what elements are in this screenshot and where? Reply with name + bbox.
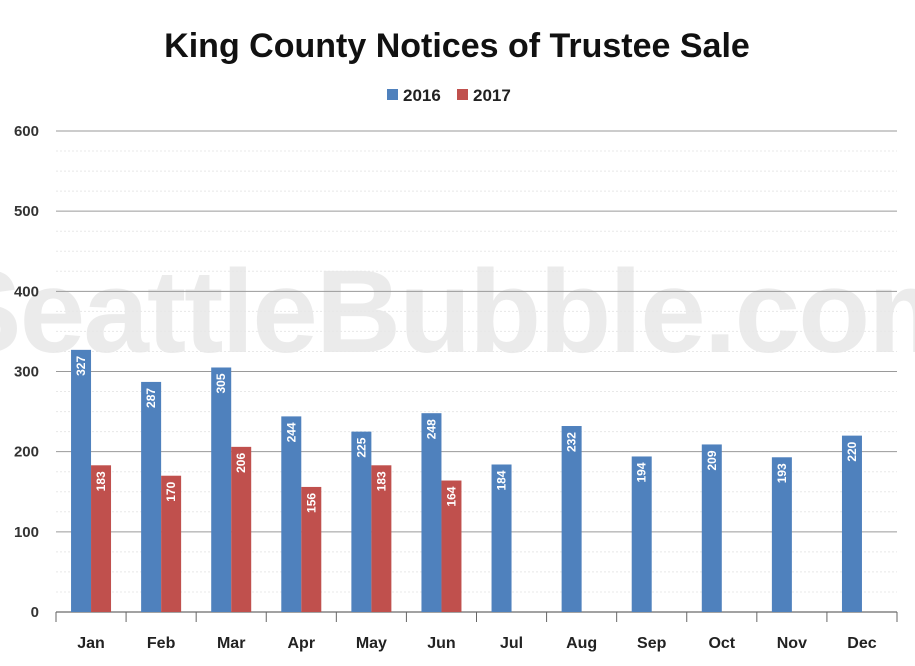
bar-2016-mar bbox=[211, 367, 232, 612]
bar-2016-jan bbox=[71, 349, 92, 612]
data-label-2016-may: 225 bbox=[354, 437, 368, 457]
data-label-2016-jun: 248 bbox=[424, 419, 438, 439]
x-tick-label: May bbox=[356, 635, 387, 652]
bar-2016-aug bbox=[561, 426, 582, 612]
legend: 2016 2017 bbox=[387, 86, 511, 105]
bar-2016-sep bbox=[631, 456, 652, 612]
bars bbox=[71, 349, 862, 612]
legend-swatch-2017 bbox=[457, 89, 468, 100]
data-label-2016-dec: 220 bbox=[845, 441, 859, 461]
x-tick-label: Sep bbox=[637, 635, 667, 652]
data-label-2016-sep: 194 bbox=[635, 462, 649, 482]
data-label-2017-apr: 156 bbox=[304, 493, 318, 513]
bar-2017-jan bbox=[91, 465, 112, 612]
data-label-2016-jul: 184 bbox=[495, 470, 509, 490]
bar-2017-mar bbox=[231, 446, 252, 612]
bar-2017-may bbox=[371, 465, 392, 612]
bar-2016-dec bbox=[841, 435, 862, 612]
data-label-2017-may: 183 bbox=[374, 471, 388, 491]
x-axis: Jan Feb Mar Apr May Jun Jul Aug Sep Oct Nov Dec bbox=[55, 612, 898, 652]
bar-2017-feb bbox=[161, 475, 182, 612]
y-tick-label: 600 bbox=[14, 123, 39, 140]
data-label-2016-nov: 193 bbox=[775, 463, 789, 483]
x-tick-label: Oct bbox=[708, 635, 735, 652]
data-label-2017-jan: 183 bbox=[94, 471, 108, 491]
legend-swatch-2016 bbox=[387, 89, 398, 100]
data-label-2016-mar: 305 bbox=[214, 373, 228, 393]
x-tick-label: Apr bbox=[288, 635, 316, 652]
data-label-2016-oct: 209 bbox=[705, 450, 719, 470]
data-label-2017-jun: 164 bbox=[444, 486, 458, 506]
bar-2017-jun bbox=[441, 480, 462, 612]
x-tick-label: Dec bbox=[847, 635, 876, 652]
x-tick-label: Jan bbox=[77, 635, 105, 652]
bar-2016-may bbox=[351, 431, 372, 612]
data-labels: 327 183 287 170 305 206 244 156 225 183 248 164 184 2… bbox=[74, 356, 859, 513]
bar-2016-jun bbox=[421, 413, 442, 612]
x-tick-label: Jun bbox=[427, 635, 455, 652]
y-tick-label: 0 bbox=[31, 604, 39, 621]
data-label-2016-apr: 244 bbox=[284, 422, 298, 442]
y-tick-label: 400 bbox=[14, 283, 39, 300]
data-label-2016-aug: 232 bbox=[565, 432, 579, 452]
x-tick-label: Nov bbox=[777, 635, 807, 652]
x-tick-label: Mar bbox=[217, 635, 245, 652]
y-tick-label: 500 bbox=[14, 203, 39, 220]
y-tick-label: 100 bbox=[14, 524, 39, 541]
data-label-2016-jan: 327 bbox=[74, 356, 88, 376]
data-label-2016-feb: 287 bbox=[144, 388, 158, 408]
bar-2017-apr bbox=[301, 486, 322, 612]
chart-title: King County Notices of Trustee Sale bbox=[164, 27, 750, 65]
data-label-2017-feb: 170 bbox=[164, 481, 178, 501]
bar-2016-nov bbox=[771, 457, 792, 612]
y-tick-label: 200 bbox=[14, 444, 39, 461]
bar-2016-oct bbox=[701, 444, 722, 612]
chart-watermark: SeattleBubble.com bbox=[0, 246, 915, 378]
x-tick-label: Aug bbox=[566, 635, 597, 652]
data-label-2017-mar: 206 bbox=[234, 453, 248, 473]
y-axis: 0 100 200 300 400 500 600 bbox=[14, 123, 39, 621]
legend-label-2017: 2017 bbox=[473, 86, 511, 105]
y-tick-label: 300 bbox=[14, 364, 39, 381]
x-tick-label: Jul bbox=[500, 635, 523, 652]
gridlines bbox=[56, 130, 897, 613]
x-tick-label: Feb bbox=[147, 635, 176, 652]
bar-2016-jul bbox=[491, 464, 512, 612]
legend-label-2016: 2016 bbox=[403, 86, 441, 105]
bar-2016-feb bbox=[141, 381, 162, 612]
bar-2016-apr bbox=[281, 416, 302, 612]
